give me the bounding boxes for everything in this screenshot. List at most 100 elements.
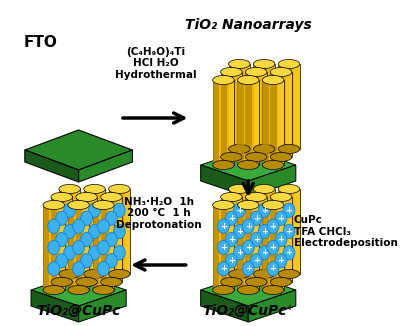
Circle shape (258, 203, 270, 217)
Text: TiO₂@CuPc⁺: TiO₂@CuPc⁺ (202, 304, 294, 318)
Ellipse shape (84, 270, 105, 278)
Ellipse shape (262, 160, 284, 170)
Circle shape (233, 245, 245, 260)
Polygon shape (213, 205, 219, 290)
Ellipse shape (213, 200, 234, 210)
Text: +: + (253, 256, 260, 265)
Ellipse shape (51, 277, 72, 287)
Ellipse shape (270, 67, 292, 77)
Polygon shape (228, 64, 235, 149)
Circle shape (218, 240, 229, 255)
Circle shape (88, 245, 100, 260)
Ellipse shape (278, 59, 300, 68)
Polygon shape (76, 197, 82, 282)
Ellipse shape (278, 270, 300, 278)
Polygon shape (270, 197, 277, 282)
Polygon shape (221, 72, 242, 157)
Ellipse shape (59, 270, 80, 278)
Circle shape (250, 232, 262, 247)
Polygon shape (201, 274, 296, 306)
Polygon shape (270, 64, 275, 149)
Circle shape (73, 240, 84, 255)
Polygon shape (43, 205, 50, 290)
Circle shape (275, 254, 287, 268)
Polygon shape (93, 205, 114, 290)
Polygon shape (254, 205, 259, 290)
Polygon shape (278, 80, 284, 165)
Polygon shape (51, 197, 58, 282)
Polygon shape (262, 72, 267, 157)
Text: +: + (245, 222, 252, 231)
Ellipse shape (101, 192, 122, 201)
Ellipse shape (68, 286, 89, 295)
Polygon shape (68, 205, 74, 290)
Polygon shape (253, 189, 260, 274)
Ellipse shape (238, 200, 259, 210)
Polygon shape (229, 205, 234, 290)
Polygon shape (262, 205, 284, 290)
Ellipse shape (270, 153, 292, 162)
Ellipse shape (238, 160, 259, 170)
Circle shape (81, 232, 92, 247)
Polygon shape (278, 64, 300, 149)
Polygon shape (254, 80, 259, 165)
Text: +: + (220, 222, 227, 231)
Text: +: + (253, 214, 260, 223)
Circle shape (267, 240, 279, 255)
Polygon shape (253, 189, 275, 274)
Circle shape (250, 211, 262, 225)
Ellipse shape (221, 153, 242, 162)
Text: TiO₂@CuPc: TiO₂@CuPc (36, 304, 121, 318)
Circle shape (226, 254, 237, 268)
Ellipse shape (262, 200, 284, 210)
Polygon shape (213, 80, 219, 165)
Polygon shape (79, 290, 126, 322)
Circle shape (242, 219, 254, 233)
Circle shape (283, 224, 295, 239)
Circle shape (88, 224, 100, 239)
Ellipse shape (278, 185, 300, 194)
Text: +: + (286, 227, 292, 236)
Text: TiO₂ Nanoarrays: TiO₂ Nanoarrays (185, 18, 312, 32)
Polygon shape (228, 189, 250, 274)
Ellipse shape (76, 192, 97, 201)
Ellipse shape (51, 192, 72, 201)
Text: CuPc
TFA CHCl₃
Electrodeposition: CuPc TFA CHCl₃ Electrodeposition (294, 215, 398, 248)
Polygon shape (68, 205, 89, 290)
Ellipse shape (76, 277, 97, 287)
Circle shape (73, 261, 84, 276)
Text: +: + (236, 206, 243, 215)
Circle shape (114, 203, 125, 217)
Circle shape (218, 219, 229, 233)
Polygon shape (31, 290, 79, 322)
Polygon shape (229, 80, 234, 165)
Text: +: + (228, 235, 235, 244)
Polygon shape (237, 197, 242, 282)
Polygon shape (278, 189, 300, 274)
Circle shape (106, 211, 117, 225)
Polygon shape (59, 189, 80, 274)
Polygon shape (100, 189, 105, 274)
Polygon shape (238, 80, 259, 165)
Ellipse shape (270, 192, 292, 201)
Text: +: + (278, 214, 284, 223)
Text: FTO: FTO (23, 35, 57, 50)
Polygon shape (125, 189, 130, 274)
Polygon shape (31, 274, 126, 306)
Ellipse shape (84, 185, 105, 194)
Polygon shape (248, 165, 296, 197)
Ellipse shape (253, 144, 275, 154)
Ellipse shape (262, 286, 284, 295)
Text: +: + (220, 264, 227, 273)
Circle shape (106, 254, 117, 268)
Polygon shape (108, 189, 130, 274)
Text: +: + (286, 206, 292, 215)
Ellipse shape (228, 270, 250, 278)
Circle shape (242, 240, 254, 255)
Circle shape (81, 254, 92, 268)
Circle shape (267, 261, 279, 276)
Text: (C₄H₉O)₄Ti
HCl H₂O
Hydrothermal: (C₄H₉O)₄Ti HCl H₂O Hydrothermal (115, 47, 196, 80)
Polygon shape (101, 197, 107, 282)
Text: +: + (286, 248, 292, 257)
Polygon shape (262, 205, 269, 290)
